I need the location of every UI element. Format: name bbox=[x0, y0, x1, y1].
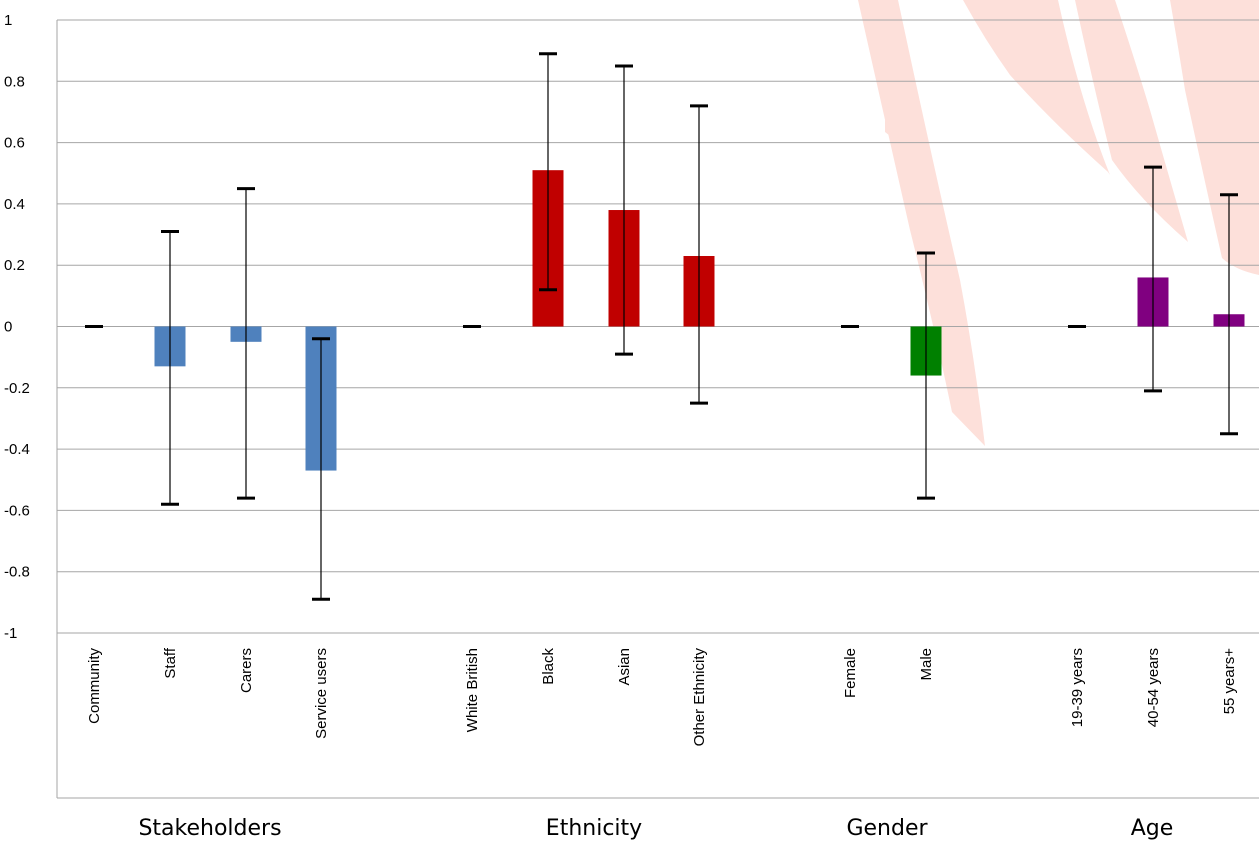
group-label: Stakeholders bbox=[138, 816, 281, 841]
category-label: Black bbox=[540, 648, 557, 685]
category-label: Community bbox=[86, 648, 103, 724]
y-tick-label: 1 bbox=[4, 12, 12, 29]
watermark-shape-0 bbox=[858, 0, 985, 446]
y-tick-label: 0.2 bbox=[4, 257, 25, 274]
watermark-shape-2 bbox=[963, 0, 1110, 175]
y-tick-label: 0.8 bbox=[4, 73, 25, 90]
y-tick-label: 0.6 bbox=[4, 135, 25, 152]
watermark-shape-4 bbox=[1170, 0, 1259, 275]
y-tick-label: -0.6 bbox=[4, 502, 30, 519]
category-labels: Community Staff Carers Service users White B… bbox=[86, 647, 1238, 746]
y-tick-label: 0 bbox=[4, 319, 12, 336]
group-label: Ethnicity bbox=[546, 816, 642, 841]
watermark-shape-3 bbox=[1075, 0, 1188, 242]
category-label: Male bbox=[918, 648, 935, 681]
category-label: Service users bbox=[313, 648, 330, 739]
y-tick-label: -0.4 bbox=[4, 441, 30, 458]
category-label: Staff bbox=[162, 647, 179, 678]
category-label: Carers bbox=[238, 648, 255, 693]
plot-frame bbox=[56, 20, 1259, 799]
gridlines bbox=[57, 19, 1259, 634]
watermark-shape-1 bbox=[885, 120, 912, 155]
watermark-shape bbox=[858, 0, 1259, 446]
y-tick-label: 0.4 bbox=[4, 196, 25, 213]
group-label: Age bbox=[1131, 816, 1174, 841]
group-label: Gender bbox=[846, 816, 928, 841]
error-bars bbox=[85, 52, 1238, 601]
group-labels: Stakeholders Ethnicity Gender Age bbox=[138, 816, 1173, 841]
category-label: Asian bbox=[616, 648, 633, 686]
y-axis-ticks: 1 0.8 0.6 0.4 0.2 0 -0.2 -0.4 -0.6 -0.8 -1 bbox=[4, 12, 30, 642]
y-tick-label: -0.8 bbox=[4, 564, 30, 581]
category-label: White British bbox=[464, 648, 481, 732]
category-label: Female bbox=[842, 648, 859, 698]
y-tick-label: -1 bbox=[4, 625, 17, 642]
category-label: 19-39 years bbox=[1069, 648, 1086, 727]
category-label: Other Ethnicity bbox=[691, 648, 708, 747]
category-label: 55 years+ bbox=[1221, 648, 1238, 715]
y-tick-label: -0.2 bbox=[4, 380, 30, 397]
category-label: 40-54 years bbox=[1145, 648, 1162, 727]
